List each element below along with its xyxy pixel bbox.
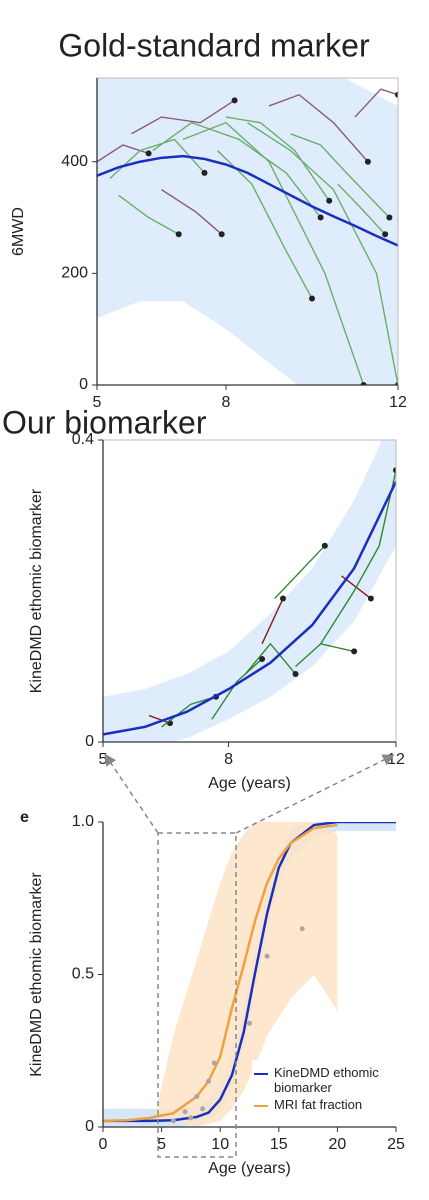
x-tick-label: 8	[224, 751, 233, 768]
confidence-band	[97, 78, 398, 385]
data-point	[182, 1109, 188, 1115]
end-point	[360, 382, 367, 385]
fit-curve	[97, 154, 398, 247]
end-point	[309, 295, 315, 302]
y-tick-label: 0	[79, 376, 88, 393]
x-tick-label: 8	[222, 394, 231, 411]
y-tick-label: 0.4	[72, 431, 94, 448]
x-tick-label: 25	[387, 1136, 405, 1153]
confidence-band	[155, 822, 338, 1127]
trajectory	[295, 643, 355, 668]
x-tick-label: 5	[157, 1136, 166, 1153]
chart-title: Our biomarker	[2, 404, 207, 440]
end-point	[218, 231, 225, 238]
y-axis-label: KineDMD ethomic biomarker	[28, 872, 45, 1077]
trajectory	[274, 545, 326, 600]
zoom-box	[157, 832, 237, 1158]
trajectory	[225, 116, 330, 202]
panel-label: e	[20, 809, 29, 826]
fit-curve	[103, 480, 396, 736]
x-axis-label: Age (years)	[208, 775, 291, 792]
trajectory	[337, 183, 386, 235]
x-tick-label: 5	[99, 751, 108, 768]
trajectory	[103, 823, 338, 1123]
end-point	[367, 595, 374, 602]
trajectory	[354, 88, 398, 118]
x-tick-label: 15	[270, 1136, 288, 1153]
x-tick-label: 20	[329, 1136, 347, 1153]
zoom-arrow	[235, 754, 395, 834]
trajectory	[118, 194, 180, 235]
trajectory	[211, 658, 263, 720]
trajectory	[103, 822, 396, 1123]
chart-title: Gold-standard marker	[58, 27, 370, 63]
end-point	[382, 231, 389, 238]
trajectory	[244, 642, 297, 675]
legend-entry: KineDMD ethomic biomarker	[254, 1065, 404, 1095]
x-axis-label: Age (years)	[208, 1160, 291, 1177]
data-point	[205, 1078, 211, 1084]
end-point	[259, 655, 266, 662]
x-tick-label: 12	[387, 751, 405, 768]
end-point	[321, 542, 328, 549]
y-tick-label: 0	[85, 1118, 94, 1135]
data-point	[299, 926, 305, 932]
legend-swatch	[254, 1073, 268, 1075]
plot-area	[103, 440, 396, 742]
data-point	[170, 1118, 176, 1124]
plot-area	[103, 822, 396, 1127]
data-point	[247, 1020, 252, 1026]
plot-area	[97, 78, 398, 385]
y-axis-label: 6MWD	[10, 207, 27, 256]
end-point	[351, 648, 358, 655]
end-point	[231, 97, 238, 104]
x-tick-label: 12	[389, 394, 407, 411]
end-point	[201, 169, 208, 176]
end-point	[326, 197, 333, 204]
x-tick-label: 5	[93, 394, 102, 411]
legend-swatch	[254, 1105, 268, 1107]
data-point	[188, 1115, 194, 1121]
trajectory	[261, 598, 284, 645]
legend-entry: MRI fat fraction	[254, 1097, 404, 1112]
end-point	[393, 467, 396, 474]
trajectory	[268, 93, 369, 163]
legend: KineDMD ethomic biomarker MRI fat fractio…	[252, 1060, 406, 1117]
y-tick-label: 1.0	[72, 813, 94, 830]
data-point	[211, 1060, 217, 1066]
end-point	[145, 150, 152, 157]
legend-label: KineDMD ethomic biomarker	[274, 1065, 379, 1095]
data-point	[200, 1106, 206, 1112]
end-point	[364, 158, 371, 165]
legend-label: MRI fat fraction	[274, 1097, 363, 1112]
end-point	[395, 91, 398, 98]
y-tick-label: 0.5	[72, 966, 94, 983]
x-tick-label: 10	[211, 1136, 229, 1153]
end-point	[317, 214, 324, 221]
y-axis-label: KineDMD ethomic biomarker	[28, 488, 45, 693]
x-tick-label: 0	[99, 1136, 108, 1153]
end-point	[395, 382, 398, 385]
end-point	[386, 214, 393, 221]
zoom-arrow	[104, 753, 159, 834]
y-tick-label: 200	[61, 265, 88, 282]
end-point	[175, 231, 182, 238]
trajectory	[290, 133, 390, 219]
trajectory	[320, 470, 396, 645]
trajectory	[152, 121, 322, 218]
y-tick-label: 400	[61, 153, 88, 170]
data-point	[264, 953, 270, 959]
trajectory	[131, 99, 235, 135]
data-point	[194, 1094, 200, 1099]
end-point	[292, 671, 299, 678]
end-point	[279, 595, 286, 602]
trajectory	[161, 189, 223, 235]
trajectory	[148, 714, 171, 724]
trajectory	[182, 121, 365, 385]
trajectory	[247, 122, 398, 385]
y-tick-label: 0	[85, 733, 94, 750]
